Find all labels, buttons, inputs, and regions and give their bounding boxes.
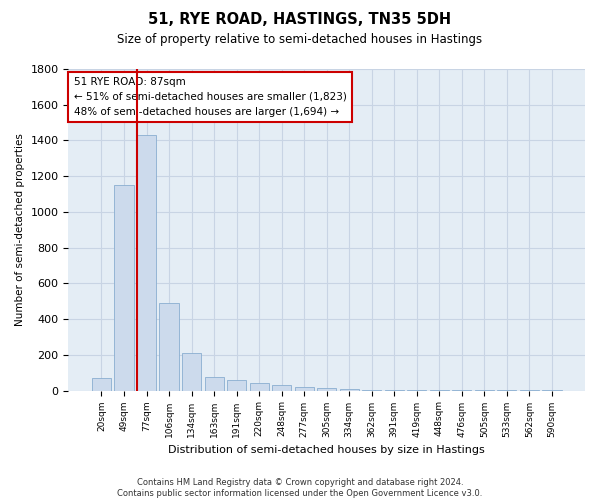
Bar	[295, 387, 314, 390]
X-axis label: Distribution of semi-detached houses by size in Hastings: Distribution of semi-detached houses by …	[169, 445, 485, 455]
Text: Size of property relative to semi-detached houses in Hastings: Size of property relative to semi-detach…	[118, 32, 482, 46]
Bar	[250, 382, 269, 390]
Text: Contains HM Land Registry data © Crown copyright and database right 2024.
Contai: Contains HM Land Registry data © Crown c…	[118, 478, 482, 498]
Bar	[340, 389, 359, 390]
Bar	[160, 303, 179, 390]
Bar	[182, 353, 201, 391]
Bar	[137, 135, 156, 390]
Y-axis label: Number of semi-detached properties: Number of semi-detached properties	[15, 134, 25, 326]
Bar	[115, 185, 134, 390]
Bar	[205, 377, 224, 390]
Bar	[227, 380, 246, 390]
Bar	[272, 385, 291, 390]
Text: 51, RYE ROAD, HASTINGS, TN35 5DH: 51, RYE ROAD, HASTINGS, TN35 5DH	[148, 12, 452, 28]
Bar	[317, 388, 336, 390]
Bar	[92, 378, 111, 390]
Text: 51 RYE ROAD: 87sqm
← 51% of semi-detached houses are smaller (1,823)
48% of semi: 51 RYE ROAD: 87sqm ← 51% of semi-detache…	[74, 77, 346, 116]
